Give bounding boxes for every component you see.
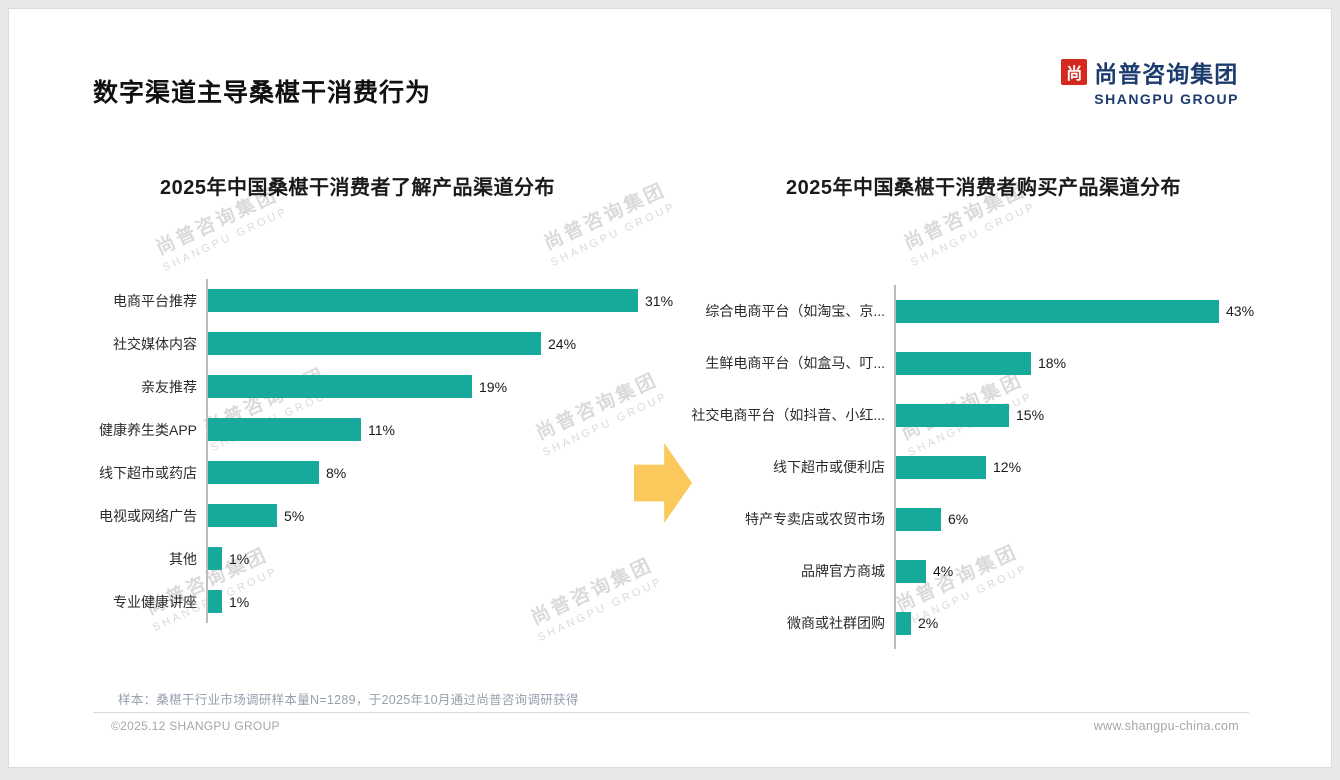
category-label: 专业健康讲座 [113, 593, 197, 610]
bar-area: 11% [206, 408, 663, 451]
bar [208, 418, 361, 441]
company-logo: 尚 尚普咨询集团 SHANGPU GROUP [1061, 55, 1239, 107]
value-label: 24% [548, 335, 577, 352]
bar-area: 5% [206, 494, 663, 537]
value-label: 8% [326, 464, 347, 481]
bar-row: 电视或网络广告 5% [88, 494, 663, 537]
bar [896, 559, 926, 583]
footer-website: www.shangpu-china.com [1093, 719, 1239, 733]
bar [208, 590, 222, 613]
slide: 尚普咨询集团 SHANGPU GROUP 尚普咨询集团 SHANGPU GROU… [8, 8, 1332, 768]
bar-area: 1% [206, 580, 663, 623]
value-label: 12% [993, 459, 1022, 475]
bar-area: 2% [894, 597, 1271, 649]
bar-row: 健康养生类APP 11% [88, 408, 663, 451]
footer-divider [93, 712, 1249, 713]
bar-area: 8% [206, 451, 663, 494]
value-label: 31% [645, 292, 674, 309]
bar-row: 线下超市或便利店 12% [671, 441, 1271, 493]
bar-area: 15% [894, 389, 1271, 441]
bar [208, 504, 277, 527]
bar-row: 社交电商平台（如抖音、小红... 15% [671, 389, 1271, 441]
value-label: 15% [1016, 407, 1045, 423]
bar-row: 社交媒体内容 24% [88, 322, 663, 365]
logo-name-en: SHANGPU GROUP [1094, 91, 1239, 107]
bar-row: 其他 1% [88, 537, 663, 580]
bar-area: 1% [206, 537, 663, 580]
category-label: 特产专卖店或农贸市场 [745, 511, 885, 527]
chart-title-awareness: 2025年中国桑椹干消费者了解产品渠道分布 [160, 177, 555, 199]
bar-row: 微商或社群团购 2% [671, 597, 1271, 649]
bar-area: 43% [894, 285, 1271, 337]
category-label: 综合电商平台（如淘宝、京... [705, 303, 885, 319]
bar [208, 547, 222, 570]
category-label: 生鲜电商平台（如盒马、叮... [705, 355, 885, 371]
value-label: 19% [479, 378, 508, 395]
bar-area: 24% [206, 322, 663, 365]
bar-row: 特产专卖店或农贸市场 6% [671, 493, 1271, 545]
bar-row: 专业健康讲座 1% [88, 580, 663, 623]
bar-row: 品牌官方商城 4% [671, 545, 1271, 597]
category-label: 电商平台推荐 [113, 292, 197, 309]
category-label: 品牌官方商城 [801, 563, 885, 579]
bar-row: 线下超市或药店 8% [88, 451, 663, 494]
category-label: 线下超市或药店 [99, 464, 197, 481]
chart-title-purchase: 2025年中国桑椹干消费者购买产品渠道分布 [786, 177, 1181, 199]
bar-area: 19% [206, 365, 663, 408]
bar [896, 351, 1031, 375]
value-label: 11% [368, 421, 395, 438]
category-label: 微商或社群团购 [787, 615, 885, 631]
bar [896, 507, 941, 531]
bar-row: 亲友推荐 19% [88, 365, 663, 408]
category-label: 社交媒体内容 [113, 335, 197, 352]
bar-row: 电商平台推荐 31% [88, 279, 673, 322]
bar-row: 生鲜电商平台（如盒马、叮... 18% [671, 337, 1271, 389]
bar [896, 611, 911, 635]
value-label: 1% [229, 593, 250, 610]
bar [208, 332, 541, 355]
bar-chart-awareness: 电商平台推荐 31% 社交媒体内容 24% 亲友推荐 19% 健康养生类APP 11% 线下超市… [88, 279, 673, 623]
bar [208, 375, 472, 398]
bar-row: 综合电商平台（如淘宝、京... 43% [671, 285, 1271, 337]
category-label: 亲友推荐 [141, 378, 197, 395]
logo-name-cn: 尚普咨询集团 [1094, 61, 1239, 87]
category-label: 电视或网络广告 [99, 507, 197, 524]
bar [896, 403, 1009, 427]
bar-area: 4% [894, 545, 1271, 597]
bar-area: 31% [206, 279, 673, 322]
value-label: 1% [229, 550, 250, 567]
value-label: 18% [1038, 355, 1067, 371]
bar-area: 12% [894, 441, 1271, 493]
value-label: 5% [284, 507, 305, 524]
bar [896, 455, 986, 479]
bar [208, 461, 319, 484]
sample-note: 样本：桑椹干行业市场调研样本量N=1289，于2025年10月通过尚普咨询调研获… [118, 693, 579, 707]
footer-copyright: ©2025.12 SHANGPU GROUP [111, 719, 280, 733]
category-label: 社交电商平台（如抖音、小红... [691, 407, 885, 423]
logo-mark-icon: 尚 [1061, 59, 1088, 85]
bar [896, 299, 1219, 323]
category-label: 其他 [169, 550, 197, 567]
value-label: 4% [933, 563, 954, 579]
logo-row: 尚 尚普咨询集团 [1061, 55, 1239, 89]
bar-area: 6% [894, 493, 1271, 545]
category-label: 健康养生类APP [98, 421, 197, 438]
content-layer: 数字渠道主导桑椹干消费行为 尚 尚普咨询集团 SHANGPU GROUP 202… [9, 9, 1331, 767]
value-label: 6% [948, 511, 969, 527]
bar [208, 289, 638, 312]
bar-area: 18% [894, 337, 1271, 389]
page-title: 数字渠道主导桑椹干消费行为 [93, 79, 432, 107]
value-label: 2% [918, 615, 939, 631]
value-label: 43% [1226, 303, 1255, 319]
bar-chart-purchase: 综合电商平台（如淘宝、京... 43% 生鲜电商平台（如盒马、叮... 18% 社交电商… [671, 285, 1271, 649]
category-label: 线下超市或便利店 [773, 459, 885, 475]
